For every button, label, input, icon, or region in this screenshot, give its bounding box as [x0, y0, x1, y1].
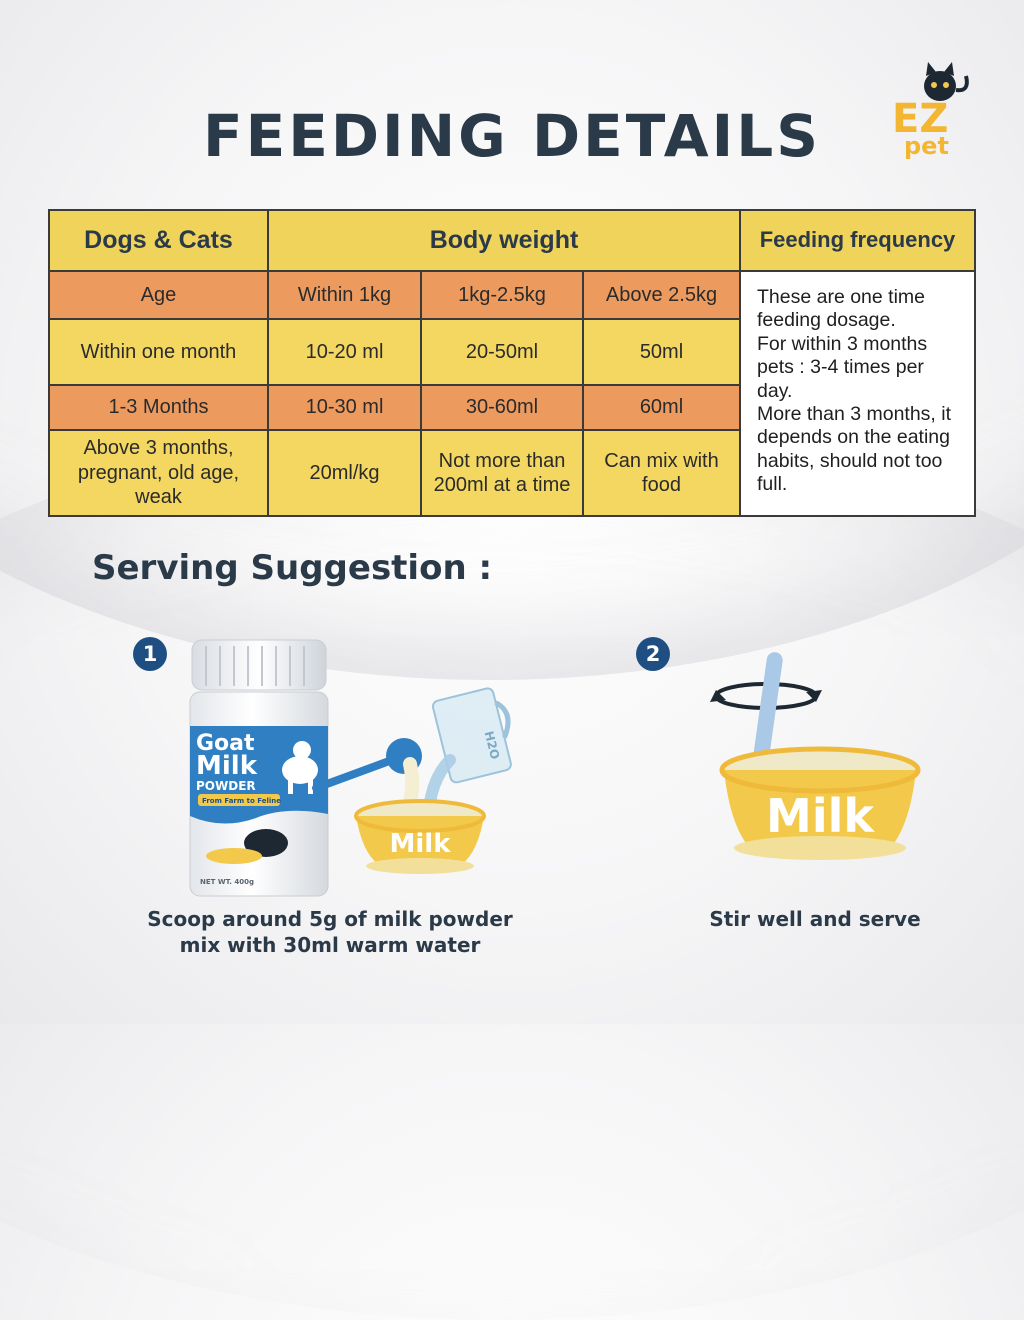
mixing-illustration: H2O Milk [312, 687, 512, 874]
table-cell: 10-30 ml [267, 384, 422, 431]
row-label: Within one month [48, 318, 269, 386]
jar-net-weight: NET WT. 400g [200, 878, 254, 886]
bowl-label: Milk [390, 829, 452, 859]
step-1-caption-line: Scoop around 5g of milk powder [147, 907, 513, 931]
step-2-badge: 2 [636, 637, 670, 671]
logo-text: pet [904, 132, 949, 160]
column-header-body-weight: Body weight [267, 209, 741, 272]
step-1-badge: 1 [133, 637, 167, 671]
table-cell: Within 1kg [267, 270, 422, 320]
table-cell: 50ml [582, 318, 741, 386]
table-cell: Not more than 200ml at a time [420, 429, 584, 517]
step-2-caption-line: Stir well and serve [709, 907, 921, 931]
bowl-label: Milk [766, 789, 875, 843]
stirring-illustration: Milk [710, 652, 921, 860]
table-cell: Above 2.5kg [582, 270, 741, 320]
brand-logo: EZ pet [884, 60, 974, 160]
table-cell: 60ml [582, 384, 741, 431]
table-row: Above 3 months, pregnant, old age, weak … [48, 429, 975, 517]
step-1-caption-line: mix with 30ml warm water [179, 933, 481, 957]
table-cell: 20ml/kg [267, 429, 422, 517]
page-title: FEEDING DETAILS [203, 102, 821, 170]
jar-title-line3: POWDER [196, 779, 256, 793]
frequency-note-line: These are one time feeding dosage. [757, 286, 926, 332]
table-cell: Can mix with food [582, 429, 741, 517]
column-header-animal: Dogs & Cats [48, 209, 269, 272]
frequency-note: These are one time feeding dosage. For w… [739, 270, 976, 517]
feeding-table: Dogs & Cats Body weight Feeding frequenc… [48, 209, 976, 517]
table-cell: 10-20 ml [267, 318, 422, 386]
step-2-caption: Stir well and serve [660, 906, 970, 932]
row-label: Age [48, 270, 269, 320]
table-cell: 1kg-2.5kg [420, 270, 584, 320]
step-1-caption: Scoop around 5g of milk powder mix with … [110, 906, 550, 958]
row-label: Above 3 months, pregnant, old age, weak [48, 429, 269, 517]
jug-label: H2O [482, 730, 503, 761]
table-cell: 20-50ml [420, 318, 584, 386]
jar-title-line2: Milk [196, 751, 258, 781]
logo-text: EZ [892, 96, 948, 142]
row-label: 1-3 Months [48, 384, 269, 431]
frequency-note-line: More than 3 months, it depends on the ea… [757, 402, 952, 496]
milk-powder-jar-illustration: Goat Milk POWDER From Farm to Feline NET… [189, 639, 329, 897]
table-row: Age Within 1kg 1kg-2.5kg Above 2.5kg The… [48, 270, 976, 517]
column-header-frequency: Feeding frequency [739, 209, 976, 272]
table-row: Within one month 10-20 ml 20-50ml 50ml [48, 318, 975, 386]
table-row: 1-3 Months 10-30 ml 30-60ml 60ml [48, 384, 975, 431]
jar-tagline: From Farm to Feline [202, 797, 281, 805]
serving-suggestion-title: Serving Suggestion : [92, 548, 493, 588]
table-cell: 30-60ml [420, 384, 584, 431]
jar-title-line1: Goat [196, 731, 255, 756]
frequency-note-line: For within 3 months pets : 3-4 times per… [757, 332, 928, 402]
